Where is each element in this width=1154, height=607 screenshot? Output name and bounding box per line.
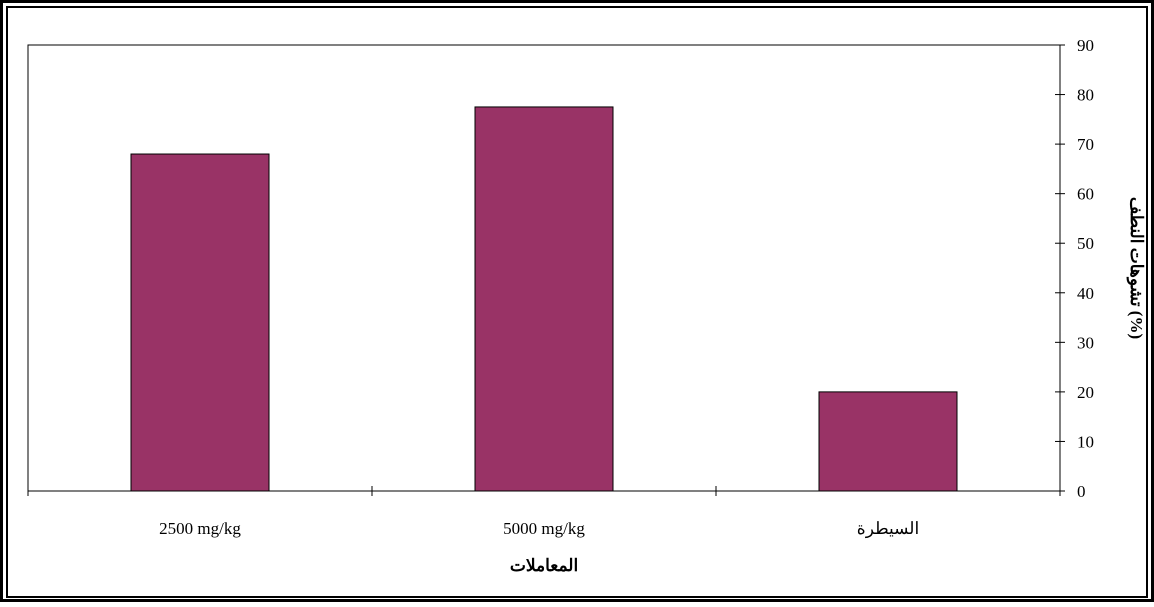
x-tick-label: السيطرة (857, 519, 919, 539)
y-tick-label: 10 (1077, 432, 1094, 451)
bar (818, 391, 958, 492)
ticks-layer (27, 44, 1065, 496)
y-tick-label: 70 (1077, 135, 1094, 154)
y-tick-label: 90 (1077, 36, 1094, 55)
y-tick-label: 30 (1077, 333, 1094, 352)
y-tick-label: 50 (1077, 234, 1094, 253)
bars-layer (130, 106, 958, 492)
y-tick-label: 20 (1077, 383, 1094, 402)
x-axis-title: المعاملات (510, 556, 578, 575)
x-tick-label: 2500 mg/kg (159, 519, 241, 538)
y-tick-label: 0 (1077, 482, 1086, 501)
x-tick-label: 5000 mg/kg (503, 519, 585, 538)
y-axis-title: تشوهات النطف (%) (1126, 197, 1146, 339)
y-tick-label: 80 (1077, 86, 1094, 105)
y-tick-label: 60 (1077, 185, 1094, 204)
bar (474, 106, 614, 492)
labels-layer: 2500 mg/kg 5000 mg/kg السيطرة 0 10 20 30 40 50 60… (159, 36, 1094, 539)
inner-border (6, 6, 1148, 598)
bar (130, 153, 270, 492)
y-tick-label: 40 (1077, 284, 1094, 303)
